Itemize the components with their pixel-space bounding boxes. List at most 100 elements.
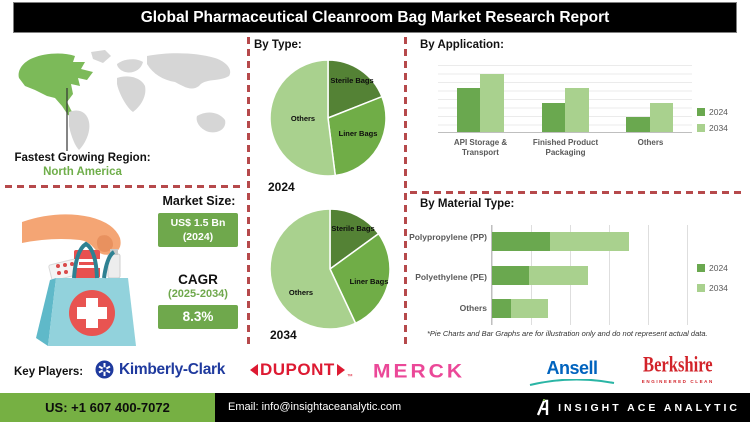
pie-2024-slice-label: Liner Bags [338,129,378,138]
medical-bag-illustration [22,214,136,346]
bar-2034 [649,102,674,132]
pie-slice [269,59,337,177]
legend-2024-swatch [697,108,705,116]
bar-2024 [626,117,650,132]
material-category-label: Others [459,303,487,313]
dupont-logo: DUPONT ™ [250,360,353,380]
bar-segment-2034 [510,298,548,318]
dupont-text: DUPONT [260,360,335,379]
page-title: Global Pharmaceutical Cleanroom Bag Mark… [13,2,737,33]
australia-region [196,112,226,133]
bar-2034 [480,73,504,132]
brand-logo: INSIGHT ACE ANALYTIC [536,393,740,422]
cagr-period: (2025-2034) [168,288,228,300]
legend-2034: 2034 [697,123,728,133]
pie-slice [329,232,391,325]
medical-cross-icon [77,298,107,328]
application-category-label: API Storage & Transport [453,138,508,158]
kimberly-clark-logo: Kimberly-Clark [95,360,225,379]
ansell-swoosh-icon [529,379,615,386]
market-size-year: (2024) [182,231,214,244]
pie-slice [269,208,357,330]
bar-segment-2024 [492,232,551,252]
legend-2034-swatch [697,124,705,132]
brand-name: INSIGHT ACE ANALYTIC [558,401,740,414]
divider-right-col [410,191,746,194]
legend-2024-label: 2024 [709,107,728,117]
hand-icon [22,214,121,255]
material-category-label: Polypropylene (PP) [409,232,487,242]
by-application-heading: By Application: [420,39,504,51]
pie-chart-2034 [269,208,391,330]
footer-bar: US: +1 607 400-7072 Email: info@insighta… [0,393,750,422]
by-material-heading: By Material Type: [420,198,515,210]
legend-material-2024: 2024 [697,263,728,273]
key-players-label: Key Players: [14,366,84,378]
pie-2024-slice-label: Others [290,114,316,123]
divider-right [404,37,407,349]
bar-2024 [541,103,565,132]
by-type-heading: By Type: [254,39,302,51]
legend-2024: 2024 [697,107,728,117]
bag-handle-left [72,241,99,279]
bag-side [36,278,56,346]
dupont-left-chevron-icon [250,364,258,376]
asia-region [147,53,231,89]
bag-handle-right [102,250,116,279]
greenland-region [91,50,111,63]
pie-2034-year: 2034 [270,328,297,342]
divider-left-col [5,185,245,188]
legend-material-2024-label: 2024 [709,263,728,273]
bar-segment-2024 [492,265,530,285]
bar-2024 [456,87,481,132]
pie-slice [327,95,387,177]
insight-ace-mark-icon [536,399,549,416]
fastest-growing-region-label: Fastest Growing Region: [14,152,151,164]
europe-region [117,59,143,73]
ansell-text: Ansell [546,358,598,378]
finger-icon [96,235,113,252]
kimberly-clark-icon [95,360,114,379]
pie-2034-slice-label: Sterile Bags [331,224,375,233]
legend-material-2034-label: 2034 [709,283,728,293]
dupont-right-chevron-icon [336,364,345,376]
material-bar-chart [491,225,725,325]
pie-chart-2024 [269,59,387,177]
material-category-label: Polyethylene (PE) [415,272,487,282]
market-size-value-box: US$ 1.5 Bn (2024) [158,213,238,247]
pie-2024-slice-label: Sterile Bags [330,76,374,85]
cagr-value-box: 8.3% [158,305,238,329]
divider-left [247,37,250,349]
application-bar-chart [438,65,692,133]
chart-disclaimer: *Pie Charts and Bar Graphs are for illus… [427,329,708,338]
market-size-heading: Market Size: [162,194,236,208]
fastest-growing-region-value: North America [43,166,122,178]
berkshire-text: Berkshire [643,351,713,377]
legend-2034-label: 2034 [709,123,728,133]
application-category-label: Finished Product Packaging [532,138,599,158]
ansell-logo: Ansell [528,358,616,387]
kimberly-clark-text: Kimberly-Clark [119,360,226,378]
merck-logo: MERCK [373,360,465,383]
south-america-region [69,110,90,150]
pie-2034-slice-label: Liner Bags [349,277,389,286]
pie-slice [329,208,380,271]
dupont-trademark: ™ [346,374,353,380]
bar-segment-2034 [529,265,588,285]
footer-phone: US: +1 607 400-7072 [0,393,215,422]
cagr-label: CAGR [178,272,218,287]
berkshire-tagline: ENGINEERED CLEAN [641,379,714,384]
pie-2034-slice-label: Others [288,288,314,297]
footer-email: Email: info@insightaceanalytic.com [228,401,402,413]
north-america-region [18,53,93,118]
legend-material-2034: 2034 [697,283,728,293]
bar-segment-2034 [550,232,630,252]
africa-region [117,76,146,112]
application-category-label: Others [637,138,664,147]
world-map [18,50,231,151]
bar-2034 [565,87,589,132]
pie-2024-year: 2024 [268,180,295,194]
pie-slice [327,59,383,120]
legend-material-2024-swatch [697,264,705,272]
